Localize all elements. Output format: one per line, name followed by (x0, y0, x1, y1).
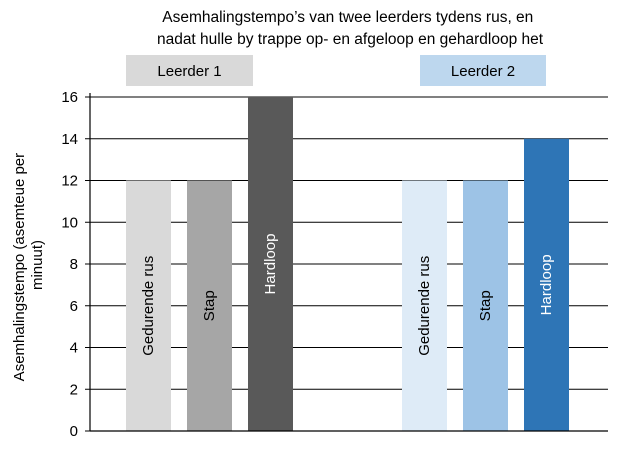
y-tick-label: 0 (70, 423, 78, 440)
legend: Leerder 1 Leerder 2 (126, 55, 546, 86)
y-tick-label: 14 (61, 131, 78, 148)
bar (524, 138, 569, 431)
bar (248, 97, 293, 431)
gridlines (90, 96, 608, 390)
y-tick-label: 16 (61, 89, 78, 106)
bar (463, 180, 508, 431)
y-axis-label: Asemhalingstempo (asemteue per minuut) (11, 149, 46, 382)
chart-title-line-1: Asemhalingstempo’s van twee leerders tyd… (162, 9, 533, 26)
chart-title-line-2: nadat hulle by trappe op- en afgeloop en… (157, 31, 544, 48)
chart-title: Asemhalingstempo’s van twee leerders tyd… (157, 9, 544, 48)
y-axis-label-line-2: minuut) (29, 240, 46, 290)
bar-label: Hardloop (538, 254, 555, 315)
bar-label: Gedurende rus (416, 256, 433, 356)
legend-label: Leerder 1 (157, 63, 221, 80)
legend-box (126, 55, 253, 86)
y-tick-label: 12 (61, 173, 78, 190)
y-axis-ticks: 0 2 4 6 8 10 12 14 16 (61, 89, 90, 440)
bar (187, 180, 232, 431)
legend-label: Leerder 2 (451, 63, 515, 80)
y-tick-label: 10 (61, 214, 78, 231)
bar (126, 180, 171, 431)
y-tick-label: 8 (70, 256, 78, 273)
bar-label: Stap (477, 290, 494, 321)
y-axis-label-line-1: Asemhalingstempo (asemteue per (11, 153, 28, 381)
bar-label: Gedurende rus (140, 256, 157, 356)
bars: Gedurende rus Stap Hardloop Gedurende rus St… (126, 97, 569, 431)
y-tick-label: 6 (70, 298, 78, 315)
y-tick-label: 2 (70, 381, 78, 398)
legend-box (420, 55, 546, 86)
bar-label: Stap (201, 290, 218, 321)
bar (402, 180, 447, 431)
y-tick-label: 4 (70, 340, 78, 357)
bar-label: Hardloop (262, 234, 279, 295)
